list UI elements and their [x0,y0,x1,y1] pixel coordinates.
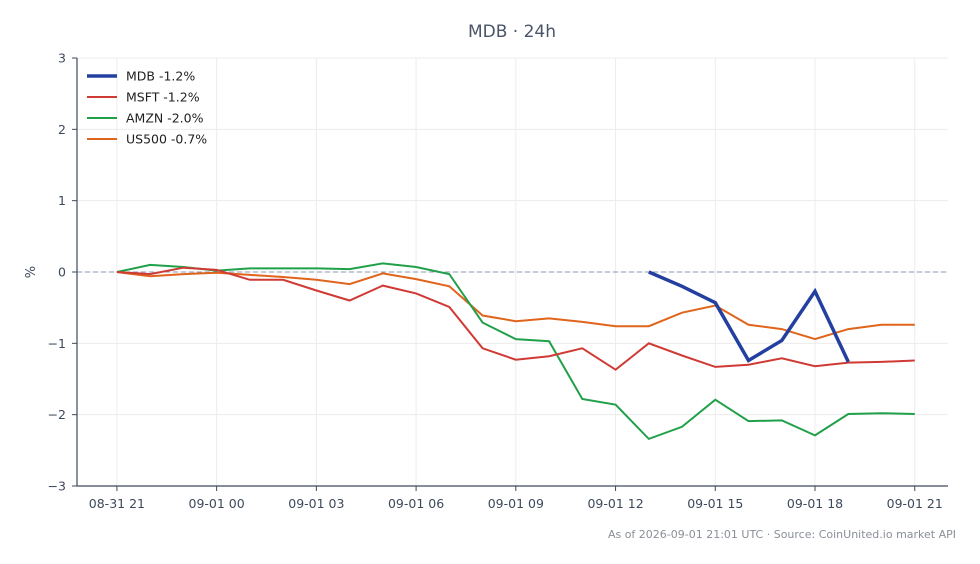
x-tick-label: 09-01 09 [488,496,544,511]
x-tick-label: 09-01 00 [189,496,245,511]
x-tick-label: 09-01 03 [288,496,344,511]
x-tick-label: 09-01 15 [687,496,743,511]
series-line-1 [116,266,915,371]
series-line-3 [116,271,915,341]
x-tick-label: 09-01 21 [887,496,943,511]
series-line-0 [648,270,850,363]
legend-label: AMZN -2.0% [126,111,204,126]
y-axis-label: % [24,266,39,278]
y-tick-label: −3 [48,479,66,494]
series-layer [116,262,915,441]
x-tick-label: 08-31 21 [89,496,145,511]
y-tick-label: 2 [58,122,66,137]
y-tick-label: 1 [58,193,66,208]
legend: MDB -1.2% MSFT -1.2% AMZN -2.0% US500 -0.7% [87,69,207,147]
series-line-2 [116,262,915,441]
axes-layer: 3 2 1 0 −1 −2 −3 08-31 21 09-01 00 09-01 03 09-01 … [48,51,948,511]
y-tick-label: 0 [58,265,66,280]
x-tick-label: 09-01 06 [388,496,444,511]
legend-label: MDB -1.2% [126,69,195,84]
x-tick-label: 09-01 18 [787,496,843,511]
y-tick-label: −2 [48,407,66,422]
x-tick-label: 09-01 12 [587,496,643,511]
source-footer: As of 2026-09-01 21:01 UTC · Source: Coi… [608,528,956,541]
chart-title: MDB · 24h [468,22,556,42]
legend-label: MSFT -1.2% [126,90,200,105]
y-tick-label: 3 [58,51,66,66]
y-tick-label: −1 [48,336,66,351]
legend-label: US500 -0.7% [126,132,207,147]
grid-layer [77,57,948,487]
